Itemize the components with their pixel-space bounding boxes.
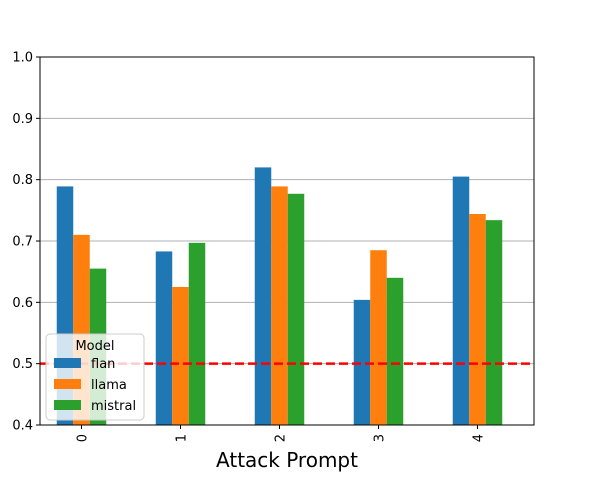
bar-flan-1 [155, 251, 173, 425]
x-axis-label: Attack Prompt [216, 448, 358, 472]
bar-mistral-4 [485, 220, 503, 425]
legend-swatch-flan [54, 358, 81, 368]
y-tick-label: 0.7 [12, 235, 33, 250]
bar-flan-2 [254, 167, 272, 425]
x-tick-label: 4 [472, 434, 487, 442]
x-tick-label: 1 [175, 434, 190, 442]
legend-title: Model [75, 339, 114, 354]
x-axis: 0 1 2 3 4 [76, 425, 487, 442]
y-tick-label: 1.0 [12, 51, 33, 66]
legend-label-mistral: mistral [91, 399, 136, 414]
legend-box [45, 333, 145, 421]
y-tick-label: 0.8 [12, 173, 33, 188]
x-tick-label: 3 [373, 434, 388, 442]
bar-llama-4 [469, 214, 486, 425]
legend-swatch-llama [54, 379, 81, 389]
bar-mistral-1 [188, 242, 206, 425]
x-tick-label: 2 [274, 434, 289, 442]
bar-flan-4 [452, 176, 470, 425]
bar-mistral-3 [386, 277, 404, 425]
bar-mistral-2 [287, 193, 305, 425]
y-tick-label: 0.4 [12, 419, 33, 434]
y-tick-label: 0.6 [12, 296, 33, 311]
legend-label-flan: flan [91, 357, 115, 372]
y-axis: 0.4 0.5 0.6 0.7 0.8 0.9 1.0 [12, 51, 40, 434]
x-tick-label: 0 [76, 434, 91, 442]
bar-llama-3 [370, 250, 387, 425]
bar-llama-2 [271, 186, 288, 425]
y-tick-label: 0.5 [12, 357, 33, 372]
legend-swatch-mistral [54, 400, 81, 410]
y-tick-label: 0.9 [12, 112, 33, 127]
bar-llama-1 [172, 287, 189, 425]
legend-label-llama: llama [91, 378, 127, 393]
bar-flan-3 [353, 299, 371, 425]
legend: Model flan llama mistral [45, 333, 145, 421]
